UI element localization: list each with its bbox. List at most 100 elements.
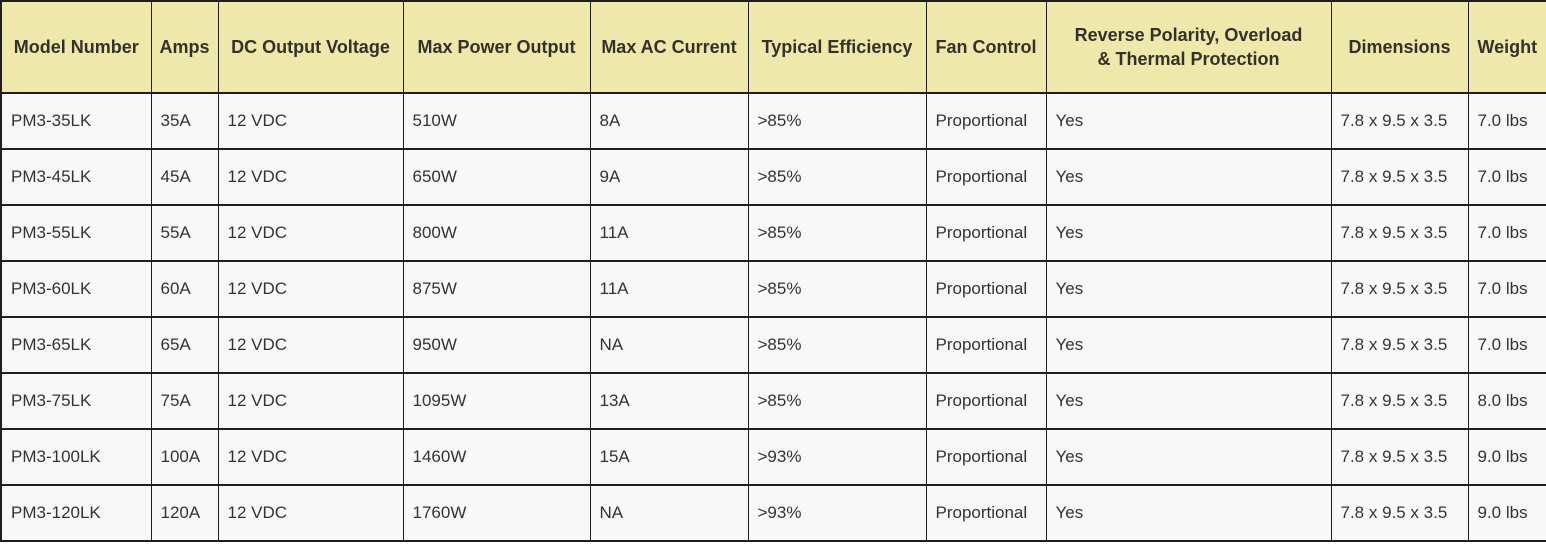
cell-dimensions: 7.8 x 9.5 x 3.5 xyxy=(1330,372,1469,430)
cell-max-ac-current: 11A xyxy=(589,204,749,262)
cell-amps: 60A xyxy=(150,260,219,318)
cell-max-ac-current: 8A xyxy=(589,92,749,150)
column-header-max-power-output: Max Power Output xyxy=(402,0,591,94)
cell-max-ac-current: 15A xyxy=(589,428,749,486)
cell-max-power-output: 1460W xyxy=(402,428,591,486)
cell-dimensions: 7.8 x 9.5 x 3.5 xyxy=(1330,204,1469,262)
cell-max-power-output: 950W xyxy=(402,316,591,374)
cell-dc-output-voltage: 12 VDC xyxy=(217,372,404,430)
table-row: PM3-65LK 65A 12 VDC 950W NA >85% Proportional Y… xyxy=(0,316,1546,374)
cell-dc-output-voltage: 12 VDC xyxy=(217,260,404,318)
cell-weight: 7.0 lbs xyxy=(1467,92,1546,150)
cell-dc-output-voltage: 12 VDC xyxy=(217,428,404,486)
cell-amps: 55A xyxy=(150,204,219,262)
column-header-model-number: Model Number xyxy=(0,0,152,94)
cell-protection: Yes xyxy=(1045,428,1332,486)
cell-weight: 9.0 lbs xyxy=(1467,428,1546,486)
cell-fan-control: Proportional xyxy=(925,204,1047,262)
cell-max-ac-current: NA xyxy=(589,484,749,542)
cell-protection: Yes xyxy=(1045,92,1332,150)
table-row: PM3-35LK 35A 12 VDC 510W 8A >85% Proportional Y… xyxy=(0,92,1546,150)
cell-typical-efficiency: >85% xyxy=(747,92,927,150)
cell-amps: 35A xyxy=(150,92,219,150)
table-row: PM3-120LK 120A 12 VDC 1760W NA >93% Proportion… xyxy=(0,484,1546,542)
cell-dimensions: 7.8 x 9.5 x 3.5 xyxy=(1330,260,1469,318)
table-row: PM3-60LK 60A 12 VDC 875W 11A >85% Proportional… xyxy=(0,260,1546,318)
column-header-weight: Weight xyxy=(1467,0,1546,94)
cell-fan-control: Proportional xyxy=(925,316,1047,374)
cell-dimensions: 7.8 x 9.5 x 3.5 xyxy=(1330,428,1469,486)
cell-max-ac-current: 9A xyxy=(589,148,749,206)
table-row: PM3-55LK 55A 12 VDC 800W 11A >85% Proportional… xyxy=(0,204,1546,262)
table-header: Model Number Amps DC Output Voltage Max Pow… xyxy=(0,0,1546,94)
cell-dc-output-voltage: 12 VDC xyxy=(217,484,404,542)
cell-typical-efficiency: >85% xyxy=(747,148,927,206)
header-row: Model Number Amps DC Output Voltage Max Pow… xyxy=(0,0,1546,94)
cell-fan-control: Proportional xyxy=(925,92,1047,150)
cell-model-number: PM3-60LK xyxy=(0,260,152,318)
cell-protection: Yes xyxy=(1045,372,1332,430)
column-header-dimensions: Dimensions xyxy=(1330,0,1469,94)
cell-max-power-output: 1760W xyxy=(402,484,591,542)
table-row: PM3-100LK 100A 12 VDC 1460W 15A >93% Proportio… xyxy=(0,428,1546,486)
column-header-amps: Amps xyxy=(150,0,219,94)
cell-model-number: PM3-120LK xyxy=(0,484,152,542)
cell-protection: Yes xyxy=(1045,316,1332,374)
cell-weight: 7.0 lbs xyxy=(1467,204,1546,262)
cell-typical-efficiency: >85% xyxy=(747,316,927,374)
cell-max-ac-current: 11A xyxy=(589,260,749,318)
cell-dc-output-voltage: 12 VDC xyxy=(217,204,404,262)
cell-dc-output-voltage: 12 VDC xyxy=(217,92,404,150)
cell-protection: Yes xyxy=(1045,204,1332,262)
cell-max-power-output: 1095W xyxy=(402,372,591,430)
column-header-max-ac-current: Max AC Current xyxy=(589,0,749,94)
cell-max-power-output: 510W xyxy=(402,92,591,150)
cell-weight: 7.0 lbs xyxy=(1467,260,1546,318)
cell-max-power-output: 875W xyxy=(402,260,591,318)
cell-fan-control: Proportional xyxy=(925,484,1047,542)
cell-weight: 7.0 lbs xyxy=(1467,148,1546,206)
cell-protection: Yes xyxy=(1045,148,1332,206)
cell-model-number: PM3-65LK xyxy=(0,316,152,374)
column-header-protection: Reverse Polarity, Overload & Thermal Pro… xyxy=(1045,0,1332,94)
cell-amps: 75A xyxy=(150,372,219,430)
cell-typical-efficiency: >85% xyxy=(747,372,927,430)
cell-protection: Yes xyxy=(1045,484,1332,542)
cell-protection: Yes xyxy=(1045,260,1332,318)
cell-max-power-output: 650W xyxy=(402,148,591,206)
cell-typical-efficiency: >93% xyxy=(747,484,927,542)
cell-weight: 9.0 lbs xyxy=(1467,484,1546,542)
cell-weight: 7.0 lbs xyxy=(1467,316,1546,374)
cell-amps: 100A xyxy=(150,428,219,486)
cell-dc-output-voltage: 12 VDC xyxy=(217,316,404,374)
cell-fan-control: Proportional xyxy=(925,428,1047,486)
cell-max-power-output: 800W xyxy=(402,204,591,262)
cell-fan-control: Proportional xyxy=(925,148,1047,206)
cell-amps: 65A xyxy=(150,316,219,374)
table-body: PM3-35LK 35A 12 VDC 510W 8A >85% Proportional Y… xyxy=(0,92,1546,542)
column-header-fan-control: Fan Control xyxy=(925,0,1047,94)
cell-amps: 120A xyxy=(150,484,219,542)
cell-amps: 45A xyxy=(150,148,219,206)
cell-dimensions: 7.8 x 9.5 x 3.5 xyxy=(1330,484,1469,542)
cell-model-number: PM3-100LK xyxy=(0,428,152,486)
cell-dimensions: 7.8 x 9.5 x 3.5 xyxy=(1330,316,1469,374)
cell-model-number: PM3-35LK xyxy=(0,92,152,150)
cell-model-number: PM3-75LK xyxy=(0,372,152,430)
cell-fan-control: Proportional xyxy=(925,372,1047,430)
cell-max-ac-current: 13A xyxy=(589,372,749,430)
cell-model-number: PM3-45LK xyxy=(0,148,152,206)
cell-dimensions: 7.8 x 9.5 x 3.5 xyxy=(1330,92,1469,150)
table-row: PM3-75LK 75A 12 VDC 1095W 13A >85% Proportiona… xyxy=(0,372,1546,430)
cell-weight: 8.0 lbs xyxy=(1467,372,1546,430)
cell-dimensions: 7.8 x 9.5 x 3.5 xyxy=(1330,148,1469,206)
column-header-dc-output-voltage: DC Output Voltage xyxy=(217,0,404,94)
table-row: PM3-45LK 45A 12 VDC 650W 9A >85% Proportional Y… xyxy=(0,148,1546,206)
cell-fan-control: Proportional xyxy=(925,260,1047,318)
cell-typical-efficiency: >85% xyxy=(747,204,927,262)
cell-max-ac-current: NA xyxy=(589,316,749,374)
column-header-typical-efficiency: Typical Efficiency xyxy=(747,0,927,94)
cell-typical-efficiency: >85% xyxy=(747,260,927,318)
